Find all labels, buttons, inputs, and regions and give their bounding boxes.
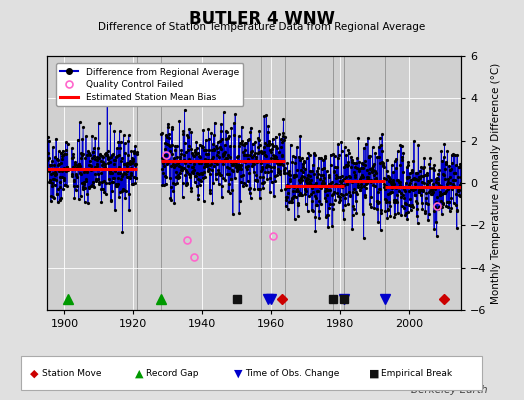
Text: Berkeley Earth: Berkeley Earth xyxy=(411,385,487,395)
Text: Difference of Station Temperature Data from Regional Average: Difference of Station Temperature Data f… xyxy=(99,22,425,32)
Y-axis label: Monthly Temperature Anomaly Difference (°C): Monthly Temperature Anomaly Difference (… xyxy=(491,62,501,304)
Text: Empirical Break: Empirical Break xyxy=(381,369,453,378)
Text: Time of Obs. Change: Time of Obs. Change xyxy=(245,369,340,378)
Text: ▲: ▲ xyxy=(135,368,143,378)
Text: BUTLER 4 WNW: BUTLER 4 WNW xyxy=(189,10,335,28)
Text: ■: ■ xyxy=(369,368,380,378)
Text: Record Gap: Record Gap xyxy=(146,369,198,378)
Text: ◆: ◆ xyxy=(30,368,38,378)
Legend: Difference from Regional Average, Quality Control Failed, Estimated Station Mean: Difference from Regional Average, Qualit… xyxy=(56,63,243,106)
Text: ▼: ▼ xyxy=(234,368,243,378)
Text: Station Move: Station Move xyxy=(42,369,102,378)
